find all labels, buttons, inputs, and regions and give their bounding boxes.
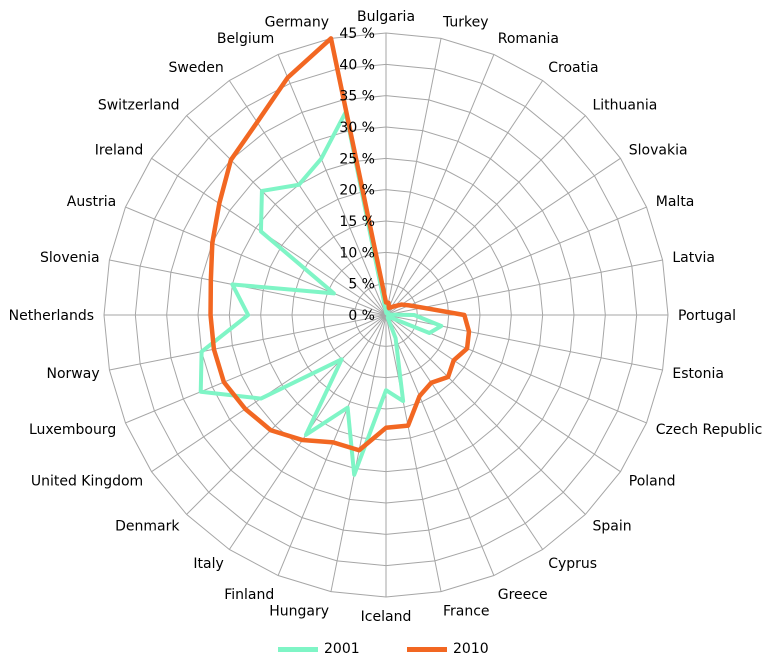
category-label: Poland xyxy=(629,474,676,490)
grid-spoke xyxy=(109,314,387,371)
category-label: Italy xyxy=(193,556,223,572)
category-label-layer: Bulgaria Turkey Romania Croatia Lithuania Slo… xyxy=(9,9,763,625)
r-tick-label: 40 % xyxy=(339,57,375,73)
series-line-2001 xyxy=(198,110,444,477)
grid-spoke xyxy=(385,38,442,316)
category-label: United Kingdom xyxy=(31,474,143,490)
r-tick-label: 15 % xyxy=(339,214,375,230)
legend-swatch-2010 xyxy=(407,646,447,652)
grid-spoke xyxy=(186,314,387,515)
category-label: Spain xyxy=(592,519,631,535)
category-label: Malta xyxy=(656,194,695,210)
grid-spoke xyxy=(385,314,544,550)
category-label: Ireland xyxy=(95,142,143,158)
grid-spoke xyxy=(385,54,495,316)
category-label: Estonia xyxy=(672,366,724,382)
category-label: Iceland xyxy=(361,609,412,625)
grid-spoke xyxy=(186,115,387,316)
grid-spoke xyxy=(385,157,621,316)
category-label: Netherlands xyxy=(9,308,94,324)
grid-spoke xyxy=(385,314,495,576)
category-label: Belgium xyxy=(217,31,274,47)
r-tick-label: 30 % xyxy=(339,120,375,136)
grid-spoke xyxy=(228,80,387,316)
category-label: Bulgaria xyxy=(357,9,415,25)
category-label: Norway xyxy=(47,366,100,382)
category-label: Luxembourg xyxy=(29,422,116,438)
r-tick-label: 20 % xyxy=(339,183,375,199)
r-tick-label: 5 % xyxy=(348,277,375,293)
tick-layer: 0 % 5 % 10 % 15 % 20 % 25 % 30 % 35 % 40 % 45 % xyxy=(339,26,375,324)
r-tick-label: 25 % xyxy=(339,151,375,167)
series-line-2010 xyxy=(208,36,472,453)
category-label: Cyprus xyxy=(548,556,597,572)
grid-spoke xyxy=(277,54,387,316)
grid-spoke xyxy=(330,314,387,592)
category-label: Germany xyxy=(265,15,329,31)
grid-spoke xyxy=(385,314,621,473)
category-label: Slovenia xyxy=(40,250,100,266)
series-layer xyxy=(198,36,472,477)
grid-spoke xyxy=(385,259,663,316)
category-label: Slovakia xyxy=(629,142,688,158)
grid-spoke xyxy=(385,206,647,316)
category-label: Latvia xyxy=(672,250,715,266)
r-tick-label: 35 % xyxy=(339,89,375,105)
grid-spoke xyxy=(385,115,586,316)
grid-spoke xyxy=(125,206,387,316)
grid-spoke xyxy=(385,314,442,592)
category-label: Denmark xyxy=(115,519,180,535)
category-label: Sweden xyxy=(168,60,223,76)
legend-item-2001: 2001 xyxy=(278,639,360,659)
category-label: Austria xyxy=(67,194,116,210)
legend-label-2001: 2001 xyxy=(324,641,360,657)
category-label: Portugal xyxy=(678,308,736,324)
category-label: Romania xyxy=(498,31,559,47)
grid-spoke xyxy=(277,314,387,576)
legend-swatch-2001 xyxy=(278,646,318,652)
category-label: Finland xyxy=(224,587,274,603)
radar-chart-svg: 0 % 5 % 10 % 15 % 20 % 25 % 30 % 35 % 40 % 45 % B… xyxy=(9,9,763,625)
grid-spoke xyxy=(125,314,387,424)
grid-layer xyxy=(103,32,669,598)
category-label: Czech Republic xyxy=(656,422,763,438)
grid-spoke xyxy=(385,314,586,515)
r-tick-label: 0 % xyxy=(348,308,375,324)
category-label: Croatia xyxy=(548,60,598,76)
r-tick-label: 45 % xyxy=(339,26,375,42)
grid-spoke xyxy=(385,80,544,316)
category-label: Switzerland xyxy=(98,97,180,113)
r-tick-label: 10 % xyxy=(339,245,375,261)
category-label: Turkey xyxy=(442,15,489,31)
category-label: Lithuania xyxy=(592,97,657,113)
category-label: Hungary xyxy=(269,603,329,619)
legend-label-2010: 2010 xyxy=(453,641,489,657)
category-label: France xyxy=(443,603,490,619)
legend-item-2010: 2010 xyxy=(407,639,489,659)
legend: 2001 2010 xyxy=(0,637,768,661)
category-label: Greece xyxy=(498,587,548,603)
